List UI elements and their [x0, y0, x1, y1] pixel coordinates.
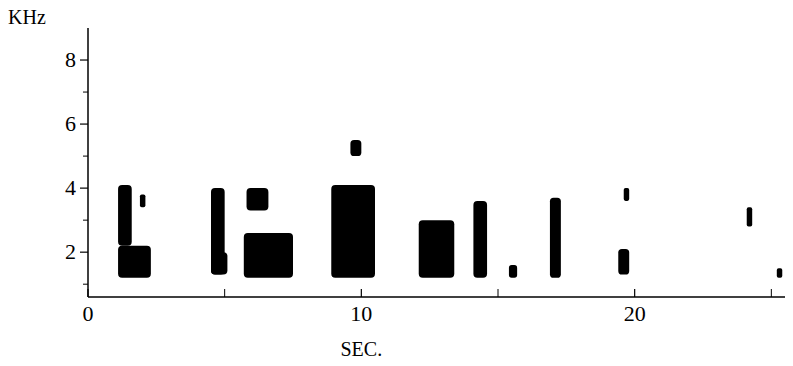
blob — [350, 140, 361, 156]
blob — [244, 233, 293, 278]
y-tick — [80, 123, 88, 124]
y-tick — [80, 59, 88, 60]
blob — [624, 188, 629, 201]
y-tick — [80, 188, 88, 189]
x-minor-tick — [498, 289, 499, 297]
y-minor-tick — [83, 156, 88, 157]
x-minor-tick — [771, 289, 772, 297]
blob — [118, 185, 132, 246]
blob — [419, 220, 455, 278]
x-tick — [634, 289, 635, 297]
x-tick-label: 0 — [83, 301, 94, 326]
blob — [509, 265, 517, 278]
x-tick — [87, 289, 88, 297]
blob — [777, 268, 782, 278]
blob — [140, 195, 145, 208]
y-axis-title: KHz — [8, 6, 46, 28]
y-axis — [87, 28, 89, 297]
y-minor-tick — [83, 220, 88, 221]
blob — [118, 246, 151, 278]
chart: 2 4 6 8 0 10 20 KHz SEC. — [0, 0, 793, 366]
y-tick — [80, 252, 88, 253]
x-axis — [88, 296, 785, 298]
blob — [618, 249, 629, 275]
blob — [331, 185, 375, 278]
blob — [747, 207, 752, 226]
y-minor-tick — [83, 284, 88, 285]
blob — [473, 201, 487, 278]
x-minor-tick — [224, 289, 225, 297]
y-tick-label: 8 — [65, 47, 76, 72]
y-tick-label: 6 — [65, 111, 76, 136]
y-tick-label: 2 — [65, 239, 76, 264]
x-tick-label: 20 — [624, 301, 646, 326]
y-minor-tick — [83, 92, 88, 93]
blob — [247, 188, 269, 210]
marks — [118, 140, 782, 278]
x-axis-title: SEC. — [340, 338, 382, 360]
blob — [211, 252, 227, 274]
y-tick-label: 4 — [65, 175, 76, 200]
x-tick-label: 10 — [350, 301, 372, 326]
x-tick — [361, 289, 362, 297]
blob — [550, 198, 561, 278]
